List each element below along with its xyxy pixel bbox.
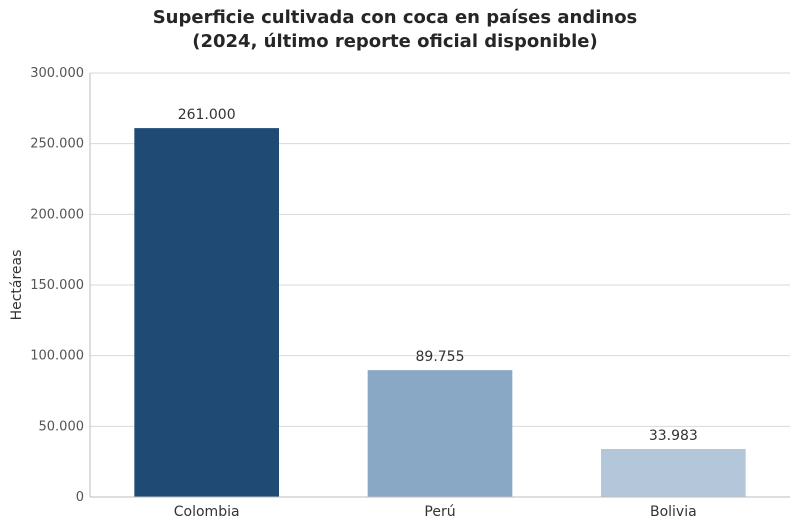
chart-subtitle: (2024, último reporte oficial disponible… xyxy=(192,31,598,52)
x-tick-label: Colombia xyxy=(174,504,240,520)
bar xyxy=(601,448,746,497)
y-tick-label: 200.000 xyxy=(30,207,84,222)
x-tick-label: Bolivia xyxy=(650,504,697,520)
bar-value-label: 89.755 xyxy=(416,349,465,365)
y-tick-label: 50.000 xyxy=(39,419,85,434)
y-tick-label: 100.000 xyxy=(30,349,84,364)
chart-title: Superficie cultivada con coca en países … xyxy=(152,7,638,28)
y-tick-label: 150.000 xyxy=(30,278,84,293)
bar-value-label: 33.983 xyxy=(649,428,698,444)
y-tick-label: 0 xyxy=(76,490,84,505)
bar xyxy=(134,128,279,497)
chart-title-block: Superficie cultivada con coca en países … xyxy=(0,6,790,54)
y-tick-label: 300.000 xyxy=(30,66,84,81)
y-tick-label: 250.000 xyxy=(30,137,84,152)
bar-value-label: 261.000 xyxy=(178,107,236,123)
bar xyxy=(367,370,513,497)
x-tick-label: Perú xyxy=(424,504,455,520)
